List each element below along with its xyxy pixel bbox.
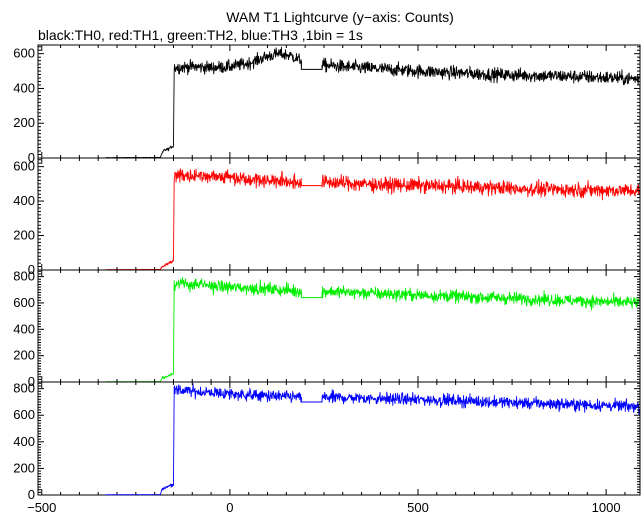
y-tick-label: 600 (13, 46, 35, 61)
y-tick-label: 600 (13, 159, 35, 174)
panel-th1: 0 200 400 600 (13, 157, 641, 277)
y-tick-label: 0 (28, 150, 35, 165)
panel-frame (37, 381, 641, 496)
y-tick-label: 200 (13, 460, 35, 475)
series-gap-th3 (300, 397, 323, 403)
x-tick-label: 0 (226, 500, 233, 515)
panel-frame (37, 44, 641, 159)
x-tick-label: 1000 (592, 500, 621, 515)
y-tick-label: 400 (13, 321, 35, 336)
y-tick-label: 0 (28, 262, 35, 277)
y-tick-label: 0 (28, 374, 35, 389)
y-tick-label: 200 (13, 348, 35, 363)
chart-title: WAM T1 Lightcurve (y−axis: Counts) (226, 9, 454, 25)
series-gap-th1 (300, 182, 323, 187)
y-tick-label: 800 (13, 269, 35, 284)
series-line-th2 (105, 276, 640, 383)
y-tick-label: 0 (28, 487, 35, 502)
series-gap-th2 (300, 291, 323, 299)
panel-th2: 0 200 400 600 800 (13, 269, 641, 389)
panels-group: 0200400600020040060002004006008000200400… (13, 44, 641, 515)
y-tick-label: 400 (13, 434, 35, 449)
series-gap-th0 (300, 60, 323, 70)
y-tick-label: 600 (13, 295, 35, 310)
panel-frame (37, 157, 641, 271)
series-line-th0 (105, 46, 640, 159)
series-line-th1 (105, 168, 640, 271)
chart-subtitle: black:TH0, red:TH1, green:TH2, blue:TH3 … (38, 27, 363, 43)
y-tick-label: 200 (13, 115, 35, 130)
x-tick-label: −500 (27, 500, 56, 515)
series-line-th3 (105, 383, 640, 496)
x-tick-label: 500 (407, 500, 429, 515)
y-tick-label: 800 (13, 381, 35, 396)
y-tick-label: 400 (13, 80, 35, 95)
y-tick-label: 400 (13, 193, 35, 208)
panel-th0: 0 200 400 600 (13, 44, 641, 165)
y-tick-label: 200 (13, 228, 35, 243)
panel-th3: 0 200 400 600 800 (13, 381, 641, 502)
y-tick-label: 600 (13, 407, 35, 422)
